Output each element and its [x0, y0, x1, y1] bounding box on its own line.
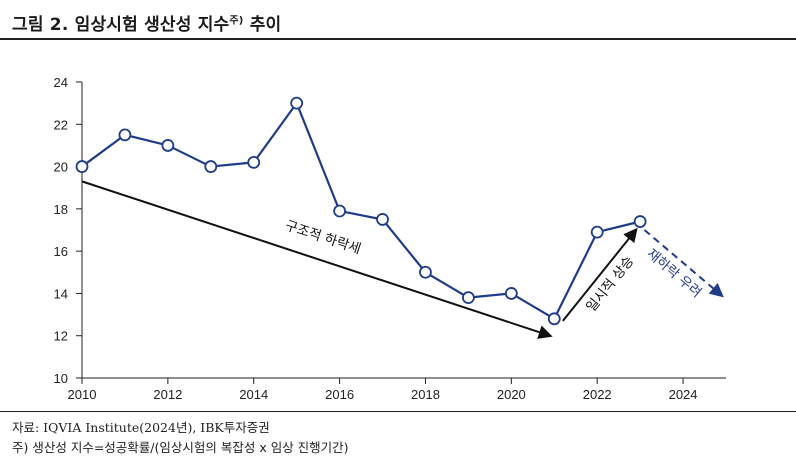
data-point	[161, 139, 175, 152]
data-point	[75, 160, 89, 173]
data-point	[504, 287, 518, 300]
figure-title-text: 그림 2. 임상시험 생산성 지수	[12, 15, 230, 35]
title-rule	[0, 38, 796, 40]
chart-series	[75, 96, 647, 326]
y-tick-label: 12	[54, 329, 68, 344]
y-tick-label: 22	[54, 117, 68, 132]
x-tick-label: 2018	[411, 387, 440, 402]
annotation-arrow-2	[562, 227, 638, 322]
data-point	[419, 265, 432, 279]
data-point	[547, 312, 561, 326]
y-tick-label: 10	[54, 371, 68, 386]
data-point	[461, 291, 475, 305]
figure-title-footnote-mark: 주)	[229, 15, 244, 27]
data-point	[118, 128, 132, 142]
source-note: 자료: IQVIA Institute(2024년), IBK투자증권	[12, 420, 270, 435]
x-tick-label: 2016	[325, 387, 354, 402]
data-point	[204, 160, 218, 173]
x-tick-label: 2010	[68, 387, 97, 402]
y-tick-label: 14	[54, 286, 68, 301]
x-tick-label: 2012	[153, 387, 182, 402]
y-tick-label: 18	[54, 202, 68, 217]
series-line	[81, 102, 641, 320]
y-tick-label: 16	[54, 244, 68, 259]
source-rule	[0, 411, 796, 412]
data-point	[376, 213, 389, 226]
data-point	[247, 155, 261, 169]
y-tick-label: 20	[54, 160, 68, 175]
data-point	[590, 225, 604, 239]
annotation-arrow-3	[643, 229, 724, 298]
data-point	[290, 96, 304, 110]
x-tick-label: 2022	[583, 387, 612, 402]
figure-title: 그림 2. 임상시험 생산성 지수주) 추이	[12, 10, 281, 35]
footnote: 주) 생산성 지수=성공확률/(임상시험의 복잡성 x 임상 진행기간)	[12, 440, 349, 455]
x-tick-label: 2014	[239, 387, 268, 402]
x-tick-label: 2020	[497, 387, 526, 402]
data-point	[633, 215, 647, 228]
figure-title-tail: 추이	[243, 15, 282, 35]
x-tick-label: 2024	[669, 387, 698, 402]
annotation-arrow-1	[81, 180, 553, 339]
y-tick-label: 24	[54, 75, 68, 90]
data-point	[333, 204, 347, 218]
